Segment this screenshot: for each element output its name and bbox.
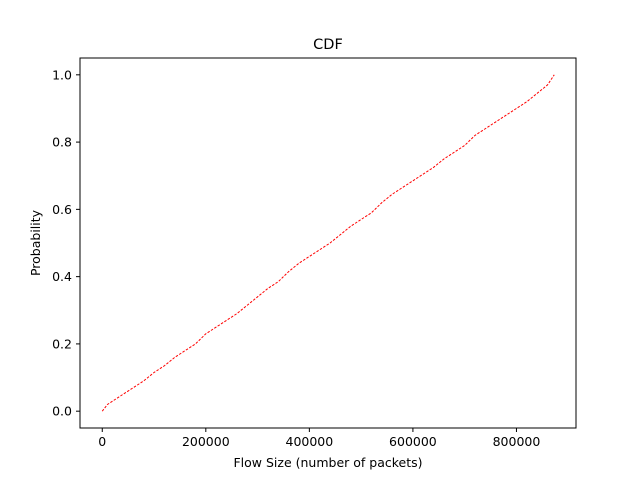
axes-frame	[79, 57, 577, 429]
y-tick-label: 0.6	[52, 202, 72, 217]
y-axis-ticks: 0.0 0.2 0.4 0.6 0.8 1.0	[52, 67, 80, 419]
x-tick-label: 600000	[389, 434, 437, 449]
x-axis-ticks: 0 200000 400000 600000 800000	[98, 428, 540, 449]
y-tick-label: 1.0	[52, 67, 72, 82]
cdf-series-line	[101, 74, 555, 412]
plot-area	[101, 74, 555, 412]
x-tick-label: 200000	[182, 434, 230, 449]
y-tick-label: 0.0	[52, 404, 72, 419]
y-tick-label: 0.4	[52, 269, 72, 284]
x-tick-label: 0	[98, 434, 106, 449]
x-axis-label: Flow Size (number of packets)	[233, 455, 422, 470]
x-tick-label: 800000	[493, 434, 541, 449]
y-axis-label: Probability	[28, 209, 43, 276]
chart-title: CDF	[313, 37, 343, 53]
y-tick-label: 0.8	[52, 135, 72, 150]
x-tick-label: 400000	[286, 434, 334, 449]
y-tick-label: 0.2	[52, 336, 72, 351]
